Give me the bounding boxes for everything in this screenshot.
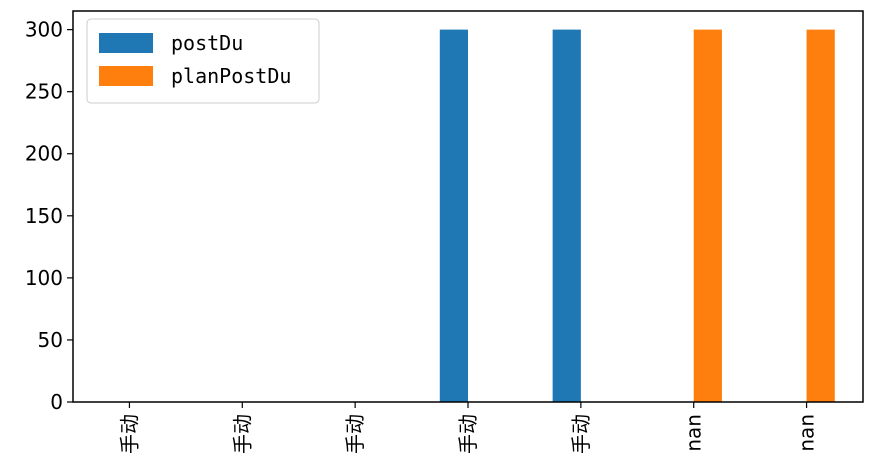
bars <box>439 29 835 402</box>
y-tick-label: 250 <box>25 80 63 104</box>
y-tick-label: 300 <box>25 18 63 42</box>
x-tick-label: nan <box>795 414 819 452</box>
legend-label-planPostDu: planPostDu <box>171 64 291 88</box>
x-tick-label: 手动 <box>117 414 141 454</box>
bar-planPostDu-6 <box>806 29 835 402</box>
y-axis: 0 50 100 150 200 250 300 <box>25 18 73 414</box>
x-axis: 手动 手动 手动 手动 手动 nan nan <box>117 402 819 454</box>
legend-label-postDu: postDu <box>171 31 243 55</box>
y-tick-label: 50 <box>38 328 63 352</box>
y-tick-label: 200 <box>25 142 63 166</box>
y-tick-label: 100 <box>25 266 63 290</box>
y-tick-label: 0 <box>50 390 63 414</box>
bar-planPostDu-5 <box>693 29 722 402</box>
x-tick-label: 手动 <box>230 414 254 454</box>
legend-swatch-planPostDu <box>99 66 153 86</box>
x-tick-label: 手动 <box>456 414 480 454</box>
bar-postDu-4 <box>552 29 581 402</box>
plot-frame <box>72 10 864 403</box>
x-tick-label: 手动 <box>569 414 593 454</box>
legend-swatch-postDu <box>99 33 153 53</box>
x-tick-label: 手动 <box>343 414 367 454</box>
bar-postDu-3 <box>439 29 468 402</box>
x-tick-label: nan <box>682 414 706 452</box>
legend: postDu planPostDu <box>86 18 320 104</box>
y-tick-label: 150 <box>25 204 63 228</box>
